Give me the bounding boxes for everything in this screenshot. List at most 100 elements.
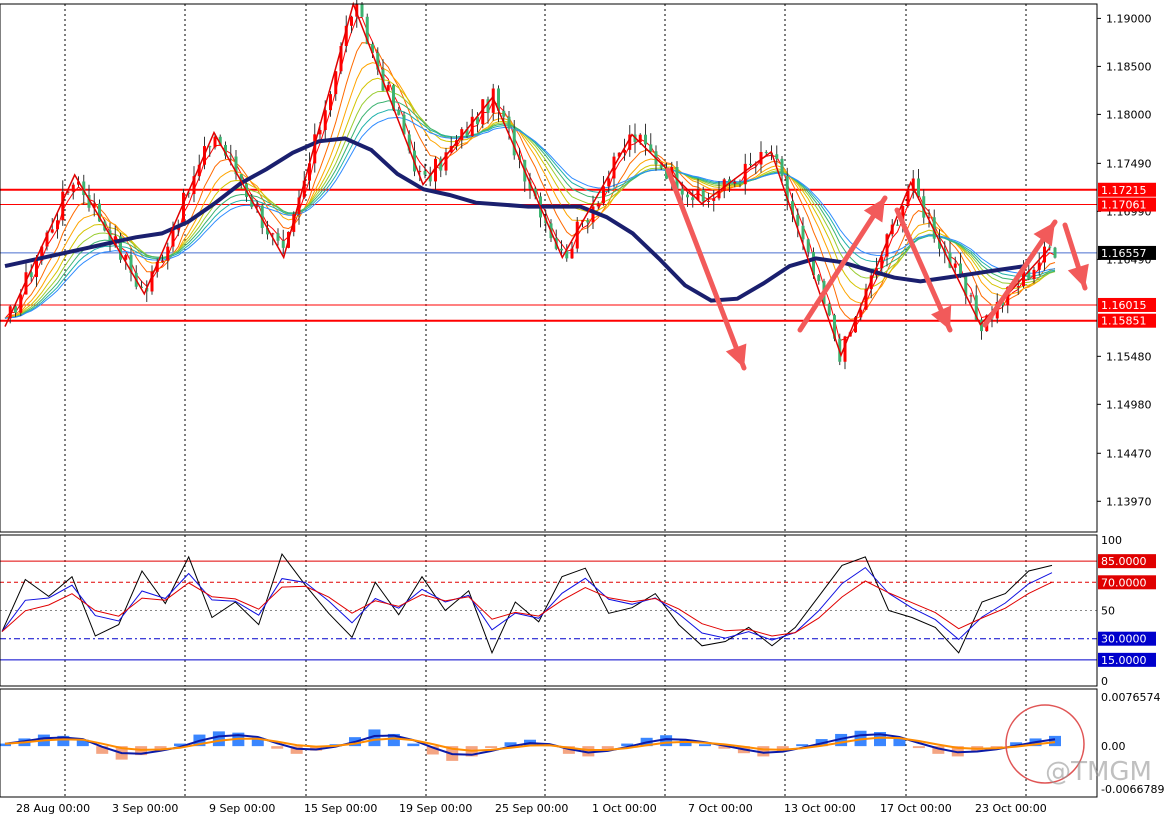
candle-body <box>470 116 474 137</box>
candle-body <box>885 234 889 257</box>
candle-body <box>749 163 752 165</box>
candle-body <box>948 252 952 268</box>
candle-body <box>129 255 133 273</box>
macd-pane: 0.0076574 0.00 -0.0066789 <box>0 689 1164 797</box>
candle-body <box>817 275 821 282</box>
macd-bar <box>990 746 1003 748</box>
candle-body <box>423 170 427 175</box>
candle-body <box>565 250 569 259</box>
macd-lines <box>4 733 1056 756</box>
arrow-down-2-head <box>931 305 952 330</box>
osc-tick-label: 50 <box>1101 605 1115 618</box>
macd-bar <box>96 746 109 754</box>
candle-body <box>901 206 905 226</box>
candle-body <box>329 94 332 111</box>
macd-signal-line <box>4 736 1056 752</box>
candle-body <box>722 179 726 191</box>
candle-body <box>927 217 931 219</box>
candle-body <box>124 255 128 260</box>
macd-bar <box>893 738 906 747</box>
candle-body <box>864 289 868 310</box>
candle-body <box>418 170 422 172</box>
candle-body <box>712 198 716 201</box>
macd-axis: 0.0076574 0.00 -0.0066789 <box>1101 691 1164 796</box>
time-label: 1 Oct 00:00 <box>592 802 657 815</box>
candle-body <box>1037 262 1041 270</box>
macd-bar <box>1049 735 1061 747</box>
watermark: @TMGM <box>1045 757 1152 787</box>
candle-body <box>308 163 311 181</box>
candle-body <box>14 306 17 313</box>
candle-body <box>922 196 926 218</box>
osc-level-badge <box>1098 575 1156 590</box>
macd-bar <box>290 746 303 754</box>
candle-body <box>77 181 80 185</box>
candle-body <box>938 238 941 249</box>
candle-body <box>649 144 653 152</box>
oscillator-levels <box>0 560 1097 661</box>
time-label: 28 Aug 00:00 <box>16 802 90 815</box>
candle-body <box>859 309 863 318</box>
oscillator-axis: 100 50 0 85.0000 70.0000 30.0000 15.0000 <box>1098 534 1156 688</box>
candle-body <box>192 176 196 195</box>
level-badge <box>1098 182 1156 197</box>
macd-bar <box>426 746 439 755</box>
candle-body <box>376 52 380 70</box>
candle-body <box>575 221 579 249</box>
candle-body <box>1032 269 1036 280</box>
ribbon-ma-line <box>4 42 1056 320</box>
candle-body <box>150 271 154 292</box>
highlight-circle <box>1005 704 1085 784</box>
candle-body <box>250 196 254 207</box>
candle-body <box>407 134 411 151</box>
candle-body <box>586 220 590 223</box>
candle-body <box>360 4 364 17</box>
trend-arrows <box>665 167 1089 371</box>
pane-border <box>0 534 1098 687</box>
candle-body <box>29 272 33 278</box>
macd-tick-label: 0.0076574 <box>1101 691 1161 704</box>
candle-body <box>439 158 443 171</box>
candle-body <box>334 71 338 95</box>
osc-slow-line <box>1 580 1053 637</box>
arrow-up-1-shaft <box>797 195 888 333</box>
candle-body <box>218 136 222 145</box>
candle-body <box>686 194 689 198</box>
macd-bar <box>154 746 167 749</box>
time-label: 13 Oct 00:00 <box>784 802 856 815</box>
candle-body <box>854 317 857 333</box>
candle-body <box>56 220 59 230</box>
candle-body <box>717 190 721 199</box>
candle-body <box>161 260 164 262</box>
current-price-label: 1.16557 <box>1101 247 1147 260</box>
candle-body <box>108 230 112 246</box>
osc-level-badge <box>1098 554 1156 569</box>
macd-bar <box>57 735 70 747</box>
macd-bar <box>174 743 186 747</box>
level-badge <box>1098 297 1156 312</box>
macd-bar <box>601 746 614 750</box>
candle-body <box>355 4 359 17</box>
time-label: 7 Oct 00:00 <box>688 802 753 815</box>
candle-body <box>350 16 353 26</box>
price-tick-label: 1.18000 <box>1106 108 1152 121</box>
candle-body <box>659 164 663 168</box>
candle-body <box>365 16 369 45</box>
candle-body <box>1022 271 1025 287</box>
candle-body <box>386 85 390 91</box>
arrow-down-1-head <box>725 343 747 368</box>
price-tick-label: 1.14470 <box>1106 447 1152 460</box>
macd-bar <box>271 746 284 749</box>
level-badge-label: 1.15851 <box>1101 315 1147 328</box>
candle-body <box>281 240 285 248</box>
main-price-pane: 1.190001.185001.180001.174901.169901.164… <box>0 0 1156 532</box>
candle-body <box>507 116 511 129</box>
candle-body <box>812 251 815 276</box>
candle-body <box>140 286 143 288</box>
macd-bar <box>368 729 381 747</box>
price-tick-label: 1.18500 <box>1106 60 1152 73</box>
price-tick-label: 1.17490 <box>1106 157 1152 170</box>
macd-bar <box>212 731 225 747</box>
candle-body <box>775 154 779 159</box>
